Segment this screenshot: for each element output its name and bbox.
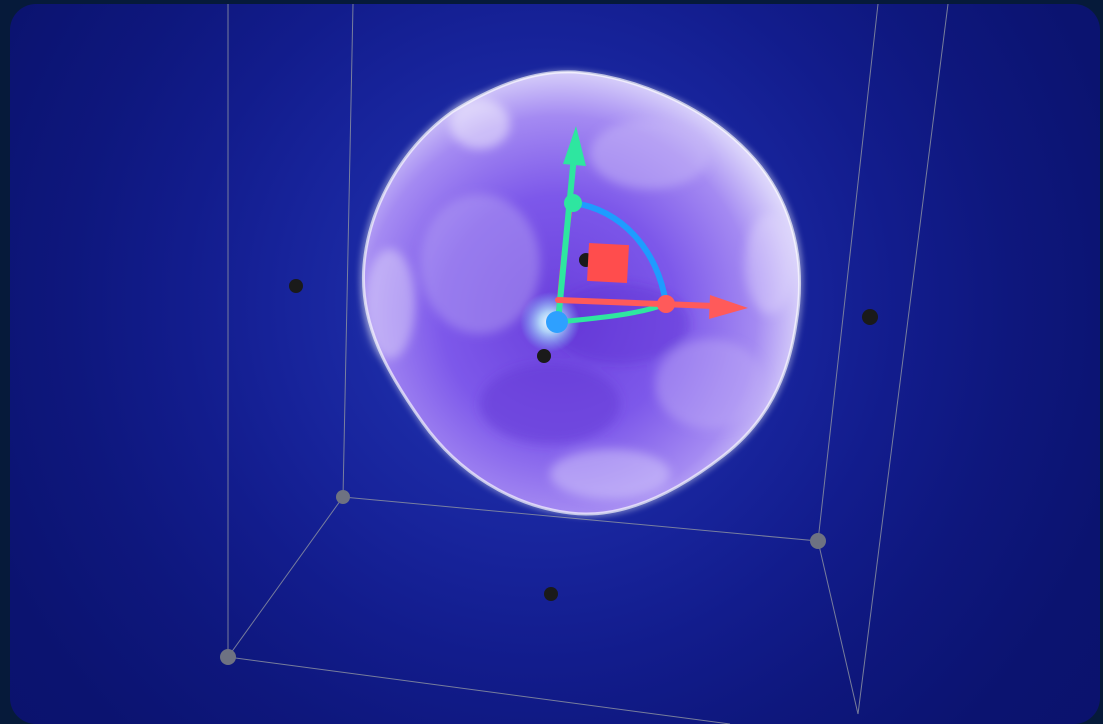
y-axis-handle[interactable] — [555, 153, 577, 325]
blob-surface-detail — [365, 99, 795, 499]
origin-pivot-handle[interactable] — [546, 311, 568, 333]
rotation-arc-bottom[interactable] — [555, 301, 669, 325]
control-point[interactable] — [544, 587, 558, 601]
control-point[interactable] — [862, 309, 878, 325]
scale-square-icon[interactable] — [587, 242, 629, 284]
y-rotation-joint[interactable] — [564, 194, 582, 212]
corner-handle[interactable] — [220, 649, 236, 665]
x-axis-handle[interactable] — [555, 297, 718, 309]
box-edge-back-left-vertical — [342, 4, 354, 498]
x-axis-arrow-icon[interactable] — [709, 295, 748, 319]
box-edge-back-bottom — [342, 496, 819, 542]
corner-handle[interactable] — [810, 533, 826, 549]
box-edge-back-right-vertical — [817, 4, 879, 542]
control-point[interactable] — [537, 349, 551, 363]
corner-handle[interactable] — [336, 490, 350, 504]
box-edge-right-vertical — [857, 4, 949, 715]
3d-viewport[interactable] — [10, 4, 1100, 724]
rotation-arc-handle[interactable] — [570, 200, 669, 307]
box-edge-front-bottom — [227, 656, 731, 724]
control-point[interactable] — [289, 279, 303, 293]
blob-rim-highlight — [361, 70, 801, 516]
box-edge-left-bottom — [227, 496, 344, 658]
scene-canvas[interactable] — [10, 4, 1100, 724]
bounding-box-wireframe — [227, 4, 949, 724]
box-corner-handles[interactable] — [220, 490, 826, 665]
x-rotation-joint[interactable] — [657, 295, 675, 313]
y-axis-arrow-icon[interactable] — [563, 126, 586, 166]
transform-gizmo-icon[interactable] — [546, 126, 748, 333]
box-edge-right-bottom — [817, 540, 859, 715]
